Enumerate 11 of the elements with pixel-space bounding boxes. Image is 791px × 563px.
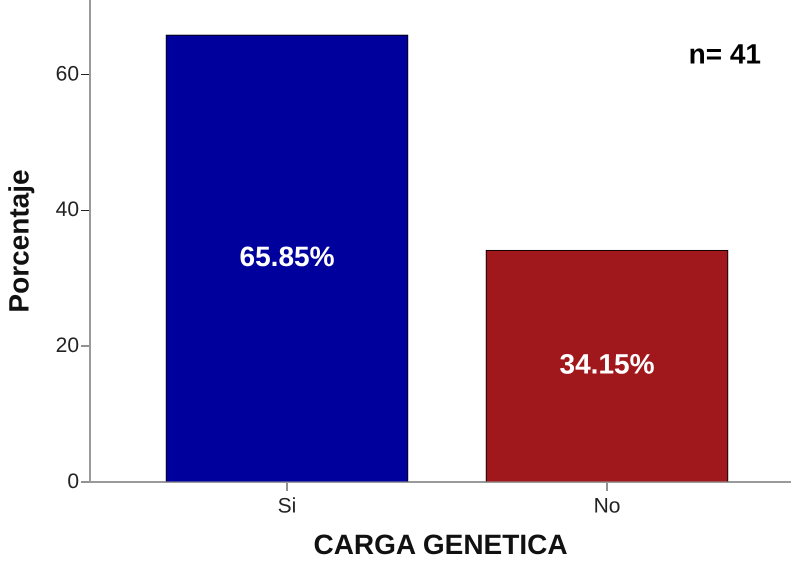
annotation: n= 41 (688, 38, 761, 70)
y-axis-title: Porcentaje (4, 169, 35, 313)
y-tick-label: 40 (56, 198, 79, 222)
y-tick-label: 0 (67, 470, 79, 493)
x-tick-label: No (594, 494, 620, 518)
y-tick-label: 60 (56, 62, 79, 86)
x-tick-label: Si (278, 494, 296, 518)
x-axis-title: CARGA GENETICA (313, 528, 568, 560)
data-label: 34.15% (560, 348, 655, 380)
y-tick-label: 20 (56, 334, 79, 358)
data-label: 65.85% (240, 240, 335, 272)
